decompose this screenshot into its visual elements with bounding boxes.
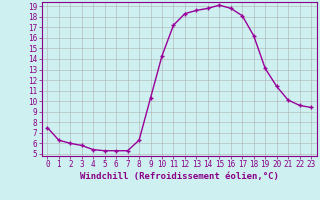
X-axis label: Windchill (Refroidissement éolien,°C): Windchill (Refroidissement éolien,°C) xyxy=(80,172,279,181)
